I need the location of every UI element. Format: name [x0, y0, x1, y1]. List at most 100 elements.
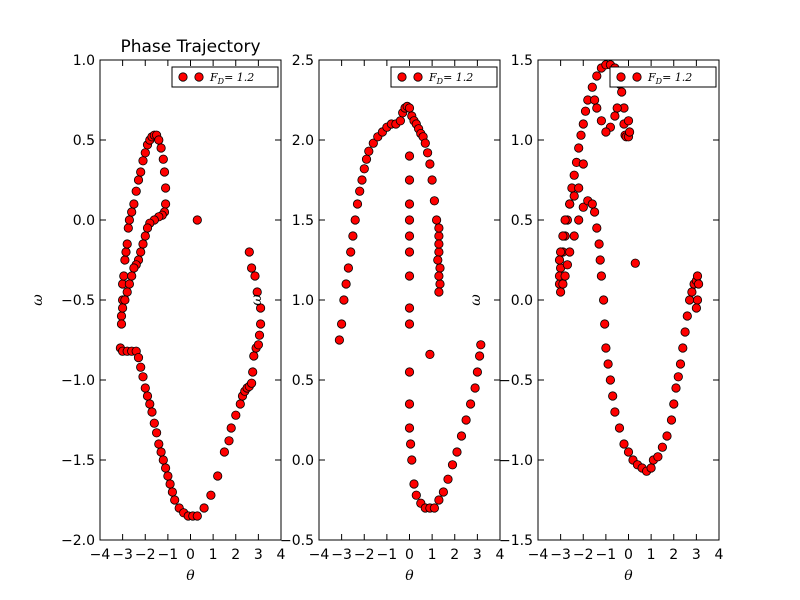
data-point — [249, 351, 259, 361]
y-tick-label: 1.0 — [292, 293, 314, 309]
data-point — [124, 215, 134, 225]
data-point — [357, 175, 367, 185]
legend-label: FD= 1.2 — [647, 71, 692, 86]
data-point — [578, 159, 588, 169]
data-point — [603, 359, 613, 369]
data-point — [404, 199, 415, 209]
x-tick-label: −3 — [331, 547, 352, 563]
data-point — [619, 439, 629, 449]
y-tick-label: 0.0 — [73, 213, 95, 229]
data-point — [578, 202, 588, 212]
data-point — [346, 247, 356, 257]
data-point — [404, 103, 415, 113]
data-point — [170, 495, 180, 505]
data-point — [136, 362, 146, 372]
data-point — [687, 287, 697, 297]
data-point — [165, 479, 175, 489]
data-point — [589, 207, 600, 217]
x-tick-label: −1 — [377, 547, 398, 563]
data-point — [404, 215, 415, 225]
data-point — [142, 391, 153, 401]
data-point — [574, 183, 584, 193]
data-point — [404, 423, 415, 433]
data-point — [252, 287, 262, 297]
data-point — [617, 87, 627, 97]
data-point — [476, 340, 486, 350]
data-point — [136, 167, 146, 177]
data-point — [368, 138, 378, 148]
data-point — [624, 127, 635, 137]
data-point — [213, 471, 223, 481]
data-point — [404, 399, 415, 409]
data-point — [425, 349, 435, 359]
data-point — [569, 231, 579, 241]
y-tick-label: −0.5 — [61, 293, 95, 309]
x-tick-label: 0 — [405, 547, 414, 563]
data-point — [474, 351, 485, 361]
data-point — [395, 116, 405, 126]
data-point — [461, 415, 471, 425]
data-point — [154, 135, 164, 145]
data-point — [404, 175, 415, 185]
legend-marker — [178, 72, 188, 82]
data-point — [244, 247, 254, 257]
x-tick-label: 1 — [647, 547, 656, 563]
data-point — [594, 239, 604, 249]
data-point — [219, 447, 229, 457]
y-tick-label: −1.0 — [499, 453, 533, 469]
data-point — [404, 367, 415, 377]
data-point — [355, 186, 365, 196]
data-point — [167, 487, 177, 497]
legend: FD= 1.2 — [609, 66, 717, 88]
data-point — [565, 247, 575, 257]
data-point — [136, 247, 146, 257]
data-point — [156, 143, 166, 153]
data-point — [341, 279, 351, 289]
data-point — [578, 119, 588, 129]
data-point — [161, 463, 171, 473]
data-point — [434, 495, 444, 505]
data-point — [407, 455, 417, 465]
y-tick-label: −2.0 — [61, 533, 95, 549]
data-point — [429, 503, 439, 513]
legend-box — [609, 66, 717, 88]
data-point — [560, 271, 570, 281]
data-point — [224, 436, 234, 446]
data-point — [675, 359, 686, 369]
data-point — [231, 410, 241, 420]
y-tick-label: 1.0 — [511, 133, 533, 149]
legend: FD= 1.2 — [171, 66, 279, 88]
data-point — [435, 279, 445, 289]
plot-area — [99, 59, 282, 541]
data-point — [154, 439, 164, 449]
data-point — [247, 378, 257, 388]
data-point — [592, 71, 602, 81]
data-point — [684, 295, 695, 305]
data-point — [630, 258, 640, 268]
x-tick-label: 2 — [669, 547, 678, 563]
subplot-1: −4 −3 −2 −1 0 1 2 3 4 −2.0 −1.5 −1.0 −0.5 0.0 0.5 1.0 θ ω… — [30, 37, 286, 584]
data-point — [145, 399, 155, 409]
data-point — [653, 452, 663, 462]
data-point — [116, 311, 127, 321]
data-point — [119, 271, 129, 281]
data-point — [673, 372, 683, 382]
series-points — [334, 101, 486, 513]
data-point — [142, 223, 153, 233]
data-point — [587, 199, 597, 209]
x-tick-label: 2 — [450, 547, 459, 563]
data-point — [149, 418, 159, 428]
data-point — [226, 423, 236, 433]
x-axis-label: θ — [186, 568, 195, 584]
y-tick-label: 0.5 — [292, 373, 314, 389]
data-point — [127, 207, 137, 217]
data-point — [456, 431, 467, 441]
data-point — [470, 383, 480, 393]
data-point — [199, 503, 209, 513]
y-tick-label: 0.0 — [292, 453, 314, 469]
data-point — [156, 447, 166, 457]
x-tick-label: 3 — [692, 547, 701, 563]
data-point — [339, 295, 349, 305]
data-point — [404, 247, 415, 257]
x-tick-label: −1 — [158, 547, 179, 563]
